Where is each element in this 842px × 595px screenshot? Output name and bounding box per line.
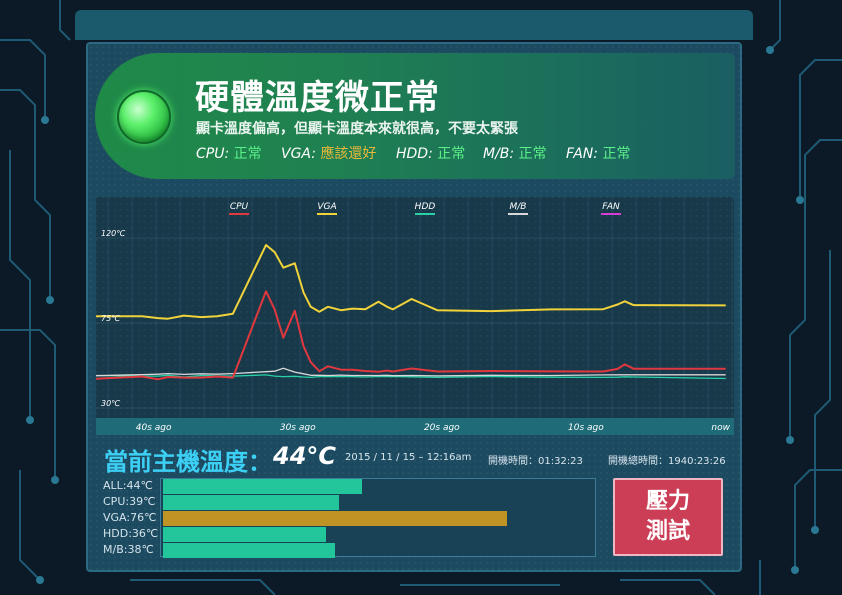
status-item-cpu: CPU: 正常	[196, 143, 262, 163]
y-tick-label: 30℃	[101, 399, 121, 408]
chart-grid	[96, 197, 734, 418]
series-line-mb	[96, 367, 726, 377]
bar-label-hdd: HDD:36℃	[103, 527, 159, 540]
y-axis-ticks: 120℃ 75℃ 30℃	[101, 229, 126, 408]
bar-mb	[163, 543, 335, 558]
status-banner	[95, 53, 735, 179]
x-tick-label: 20s ago	[424, 423, 460, 433]
legend-swatch-hdd	[415, 213, 435, 215]
x-tick-label: 40s ago	[136, 423, 172, 433]
total-uptime-text: 開機總時間：1940:23:26	[608, 456, 726, 467]
bar-label-mb: M/B:38℃	[103, 543, 154, 556]
status-item-hdd: HDD: 正常	[396, 143, 465, 163]
y-tick-label: 75℃	[101, 314, 121, 323]
x-axis-ticks: 40s ago 30s ago 20s ago 10s ago now	[136, 423, 731, 433]
uptime-text: 開機時間：01:32:23	[488, 456, 583, 467]
status-item-value: 應該還好	[320, 146, 377, 162]
x-axis-band-fill	[96, 418, 734, 435]
legend-label-vga: VGA	[317, 202, 336, 212]
current-temp-label: 當前主機溫度：	[104, 448, 272, 476]
status-item-value: 正常	[233, 146, 262, 162]
chart-legend: CPU VGA HDD M/B FAN	[229, 202, 621, 215]
stress-test-label-line2: 測試	[645, 519, 690, 544]
stress-test-label-line1: 壓力	[645, 489, 690, 514]
series-line-vga	[96, 244, 726, 320]
legend-label-fan: FAN	[602, 202, 620, 212]
status-led-icon	[117, 90, 171, 144]
status-item-fan: FAN: 正常	[566, 143, 630, 163]
bar-label-vga: VGA:76℃	[103, 511, 157, 524]
bar-all	[163, 479, 362, 494]
legend-label-cpu: CPU	[230, 202, 249, 212]
legend-swatch-mb	[508, 213, 528, 215]
x-tick-label: 10s ago	[568, 423, 604, 433]
y-tick-label: 120℃	[101, 229, 126, 238]
chart-series-lines	[96, 244, 726, 381]
status-item-value: 正常	[437, 146, 466, 162]
legend-label-mb: M/B	[510, 202, 527, 212]
current-datetime: 2015 / 11 / 15 – 12:16am	[345, 452, 472, 463]
bar-hdd	[163, 527, 326, 542]
status-item-label: M/B:	[483, 146, 515, 162]
temperature-chart: CPU VGA HDD M/B FAN 120℃ 75℃ 30℃ 40s ago 30s ag…	[96, 197, 734, 435]
chart-dot-texture	[96, 197, 734, 435]
status-item-label: CPU:	[196, 146, 230, 162]
status-subtitle: 顯卡溫度偏高，但顯卡溫度本來就很高，不要太緊張	[196, 121, 518, 137]
current-info-row: 當前主機溫度： 44°C 2015 / 11 / 15 – 12:16am 開機…	[96, 440, 734, 476]
status-item-label: HDD:	[396, 146, 433, 162]
bar-label-all: ALL:44℃	[103, 479, 153, 492]
status-item-vga: VGA: 應該還好	[281, 143, 376, 163]
x-tick-label: 30s ago	[280, 423, 316, 433]
stress-test-button[interactable]: 壓力 測試	[613, 478, 723, 556]
legend-label-hdd: HDD	[415, 202, 436, 212]
status-item-value: 正常	[602, 146, 631, 162]
current-temp-value: 44°C	[273, 442, 337, 470]
bar-vga	[163, 511, 507, 526]
x-tick-label: now	[711, 423, 730, 433]
status-item-mb: M/B: 正常	[483, 143, 547, 163]
status-item-value: 正常	[518, 146, 547, 162]
bar-cpu	[163, 495, 340, 510]
legend-swatch-cpu	[229, 213, 249, 215]
legend-swatch-vga	[317, 213, 337, 215]
status-item-label: VGA:	[281, 146, 316, 162]
window-top-tab	[75, 10, 753, 40]
legend-swatch-fan	[601, 213, 621, 215]
bar-label-cpu: CPU:39℃	[103, 495, 156, 508]
series-line-cpu	[96, 290, 726, 381]
status-item-label: FAN:	[566, 146, 598, 162]
series-line-hdd	[96, 374, 726, 380]
x-axis-band	[96, 418, 734, 435]
status-title: 硬體溫度微正常	[195, 78, 440, 118]
